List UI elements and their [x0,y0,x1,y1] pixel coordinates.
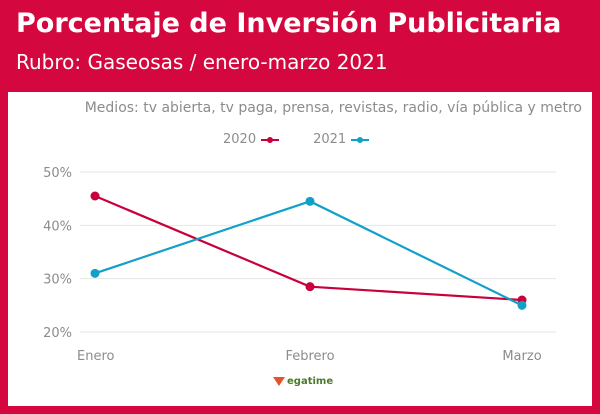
y-tick-label: 50% [43,166,72,181]
y-tick-label: 40% [43,219,72,234]
chart-title: Porcentaje de Inversión Publicitaria [16,8,562,39]
legend-swatch-2020 [261,135,280,145]
chart-subtitle: Rubro: Gaseosas / enero-marzo 2021 [16,50,388,74]
data-point-2020 [305,282,315,292]
y-tick-label: 20% [43,326,72,341]
megatime-logo: egatime [273,375,333,387]
logo-text: egatime [287,375,334,387]
legend: 2020 2021 [223,132,370,147]
chart-panel: Medios: tv abierta, tv paga, prensa, rev… [8,92,592,406]
megatime-logo-icon [273,375,285,387]
x-tick-label: Enero [77,349,115,364]
data-point-2021 [305,196,315,206]
legend-swatch-2021 [351,135,370,145]
media-note: Medios: tv abierta, tv paga, prensa, rev… [84,100,582,116]
legend-item-2021[interactable]: 2021 [313,132,370,147]
legend-label-2021: 2021 [313,132,347,147]
legend-item-2020[interactable]: 2020 [223,132,280,147]
line-chart: 20% 30% 40% 50% Enero Febrero Marzo [43,166,556,364]
legend-label-2020: 2020 [223,132,257,147]
data-point-2021 [517,300,527,310]
data-point-2021 [90,268,100,278]
data-point-2020 [90,191,100,201]
x-tick-label: Febrero [285,349,334,364]
y-tick-label: 30% [43,273,72,288]
x-tick-label: Marzo [502,349,541,364]
